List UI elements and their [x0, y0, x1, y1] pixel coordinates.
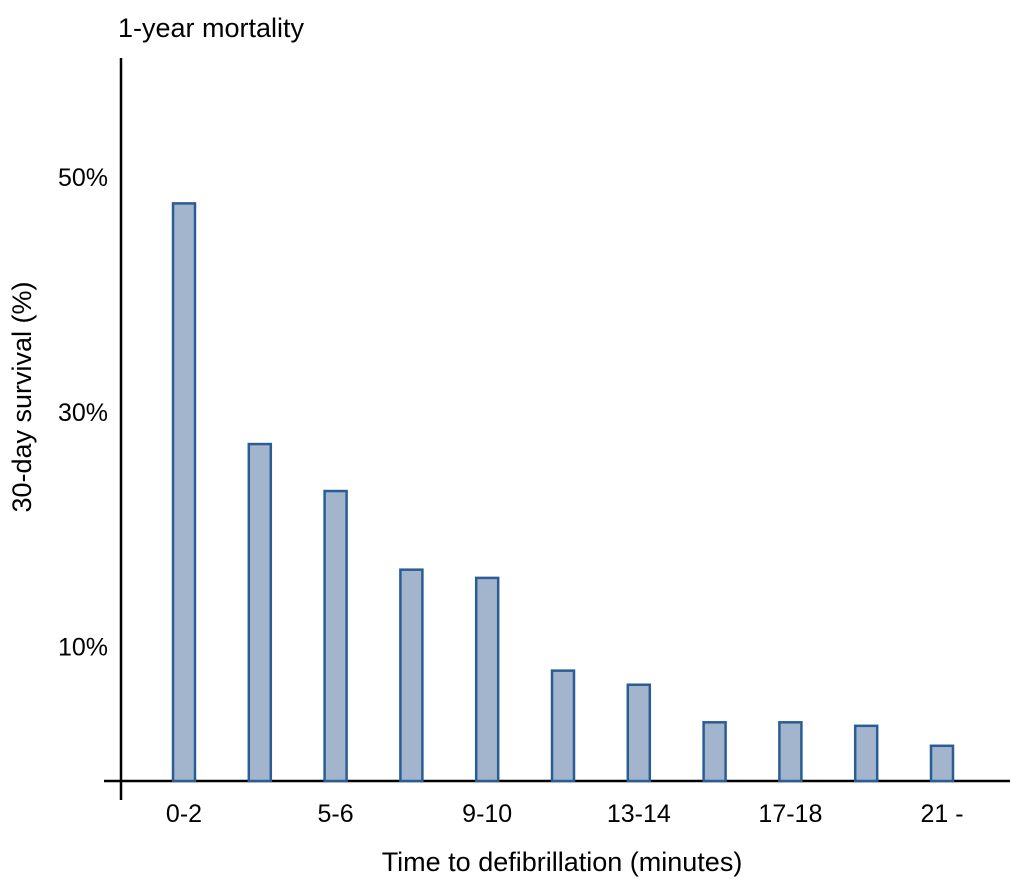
bar-17-18 [778, 721, 803, 783]
x-tick-labels: 0-2 5-6 9-10 13-14 17-18 21 - [166, 800, 964, 828]
bar-3-4 [247, 442, 273, 783]
bar-5-6 [323, 489, 348, 783]
y-tick-label: 30% [58, 399, 108, 427]
bars [171, 202, 955, 783]
y-tick-labels: 10% 30% 50% [58, 164, 108, 662]
bar-15-16 [702, 721, 727, 783]
y-tick-label: 10% [58, 634, 108, 662]
bar-13-14 [626, 683, 652, 783]
chart-title: 1-year mortality [118, 13, 305, 43]
x-axis-label: Time to defibrillation (minutes) [382, 847, 743, 877]
x-tick-label: 9-10 [462, 800, 512, 828]
bar-7-8 [399, 568, 424, 783]
y-tick-label: 50% [58, 164, 108, 192]
x-tick-label: 21 - [920, 800, 963, 828]
bar-21- [929, 744, 955, 783]
x-tick-label: 5-6 [318, 800, 354, 828]
bar-11-12 [550, 669, 576, 783]
bar-19-20 [853, 724, 879, 783]
x-tick-label: 0-2 [166, 800, 202, 828]
bar-9-10 [474, 576, 500, 783]
x-tick-label: 17-18 [758, 800, 822, 828]
bar-0-2 [171, 202, 197, 783]
x-tick-label: 13-14 [607, 800, 671, 828]
y-axis-label: 30-day survival (%) [7, 281, 37, 512]
